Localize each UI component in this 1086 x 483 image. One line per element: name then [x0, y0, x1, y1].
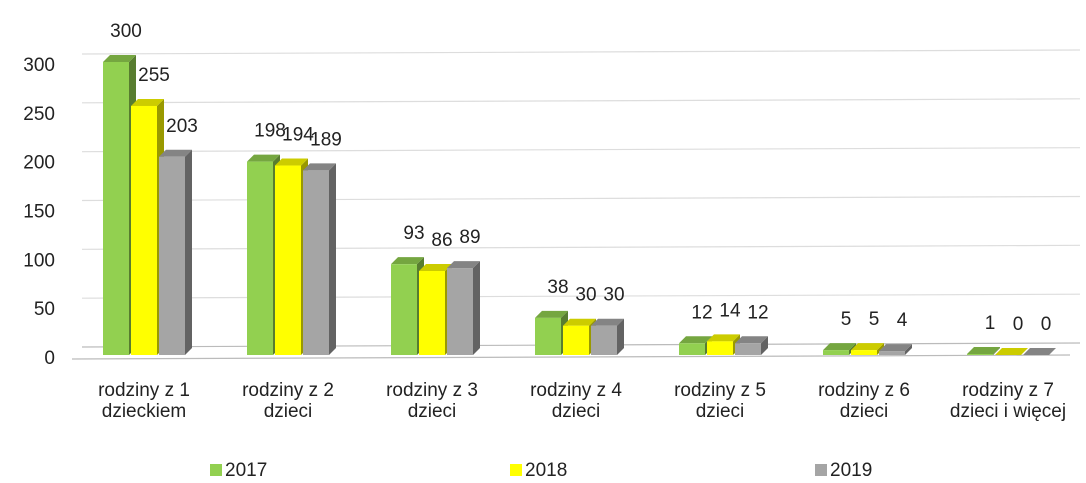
x-tick-label: rodziny z 6 dzieci	[818, 380, 910, 422]
bar-side	[761, 336, 768, 355]
x-tick-label: rodziny z 4 dzieci	[530, 380, 622, 422]
x-tick-label: rodziny z 7 dzieci i więcej	[949, 380, 1067, 422]
y-tick-label: 100	[23, 250, 55, 271]
data-label: 38	[547, 277, 568, 298]
legend-label: 2017	[225, 460, 267, 481]
bar	[679, 343, 705, 355]
bar-top	[275, 158, 308, 166]
y-tick-label: 150	[23, 202, 55, 223]
bar	[851, 350, 877, 355]
bar-top	[159, 149, 192, 157]
bar	[303, 170, 329, 355]
data-label: 1	[985, 313, 996, 334]
data-label: 203	[166, 116, 198, 137]
data-label: 0	[1013, 314, 1024, 335]
y-tick-label: 0	[44, 348, 55, 369]
bar-side	[329, 163, 336, 355]
bar-top	[995, 348, 1028, 355]
bar	[591, 325, 617, 355]
x-tick-label: rodziny z 3 dzieci	[386, 380, 478, 422]
bar-top	[535, 310, 568, 318]
grid-line	[81, 98, 1081, 104]
data-label: 5	[841, 309, 852, 330]
legend-swatch	[210, 464, 222, 476]
bar	[131, 105, 157, 355]
data-label: 198	[254, 121, 286, 142]
data-label: 12	[691, 302, 712, 323]
data-label: 0	[1041, 314, 1052, 335]
grid-line	[81, 49, 1081, 55]
bar-top	[967, 347, 1000, 355]
bar	[563, 325, 589, 355]
y-tick-label: 200	[23, 153, 55, 174]
bar-side	[993, 347, 1000, 355]
data-label: 189	[310, 129, 342, 150]
x-axis	[71, 354, 1071, 360]
data-label: 89	[459, 227, 480, 248]
bar-side	[617, 318, 624, 355]
y-tick-label: 250	[23, 104, 55, 125]
bar-top	[247, 154, 280, 162]
x-tick-label: rodziny z 1 dzieckiem	[98, 380, 190, 422]
y-tick-label: 300	[23, 55, 55, 76]
grid-line	[81, 195, 1081, 202]
bar	[707, 341, 733, 355]
bar-top	[1023, 348, 1056, 355]
grid-line	[81, 147, 1081, 153]
bar-side	[185, 149, 192, 355]
bar-side	[473, 261, 480, 355]
y-tick-label: 50	[34, 299, 55, 320]
bar	[879, 351, 905, 355]
legend-label: 2018	[525, 460, 567, 481]
legend-swatch	[510, 464, 522, 476]
data-label: 86	[431, 230, 452, 251]
data-label: 5	[869, 309, 880, 330]
data-label: 12	[747, 302, 768, 323]
bar-top	[851, 343, 884, 351]
legend-swatch	[815, 464, 827, 476]
bar-top	[447, 261, 480, 269]
bar	[103, 62, 129, 355]
bar-top	[563, 318, 596, 326]
data-label: 255	[138, 65, 170, 86]
bar-side	[905, 344, 912, 355]
bar	[275, 165, 301, 355]
bar-top	[735, 336, 768, 344]
bar	[735, 343, 761, 355]
x-tick-label: rodziny z 5 dzieci	[674, 380, 766, 422]
grid-line	[81, 244, 1081, 250]
bar	[247, 161, 273, 355]
legend-label: 2019	[830, 460, 872, 481]
data-label: 93	[403, 223, 424, 244]
data-label: 300	[110, 21, 142, 42]
bar-top	[591, 318, 624, 326]
bar-side	[877, 343, 884, 355]
bar-top	[103, 55, 136, 62]
bar-top	[679, 336, 712, 344]
bar	[967, 354, 993, 355]
bar-top	[879, 344, 912, 352]
data-label: 30	[575, 285, 596, 306]
bar	[391, 264, 417, 355]
bar	[447, 268, 473, 355]
x-tick-label: rodziny z 2 dzieci	[242, 380, 334, 422]
data-label: 194	[282, 125, 314, 146]
data-label: 14	[719, 300, 741, 321]
data-label: 4	[897, 310, 908, 331]
bar-top	[707, 334, 740, 342]
data-label: 30	[603, 285, 624, 306]
bar-top	[303, 163, 336, 171]
bar-top	[823, 343, 856, 351]
bar-top	[391, 257, 424, 265]
bar-top	[131, 98, 164, 106]
bar	[535, 317, 561, 355]
bar-top	[419, 264, 452, 272]
bar	[419, 271, 445, 355]
bar	[823, 350, 849, 355]
bar	[159, 156, 185, 355]
